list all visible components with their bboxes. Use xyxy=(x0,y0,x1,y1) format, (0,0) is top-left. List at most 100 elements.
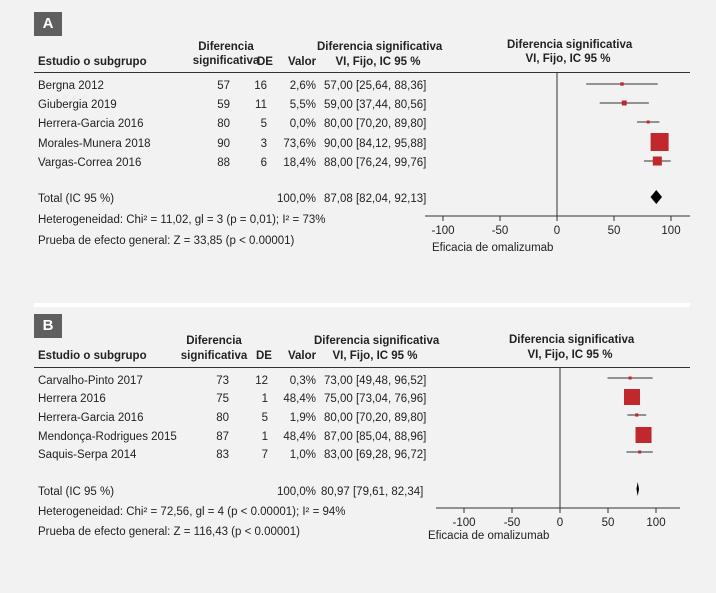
panel-b-label: B xyxy=(34,314,62,338)
panel-b-total-label: Total (IC 95 %) xyxy=(38,486,115,498)
study-ci: 59,00 [37,44, 80,56] xyxy=(324,99,427,111)
study-de: 1 xyxy=(261,393,268,405)
study-weight: 48,4% xyxy=(283,431,316,443)
study-de: 1 xyxy=(261,431,268,443)
panel-a-header-diff-1: Diferencia xyxy=(198,41,254,53)
study-weight: 48,4% xyxy=(283,393,316,405)
panel-b-header-ci-2: VI, Fijo, IC 95 % xyxy=(332,350,418,362)
study-marker xyxy=(620,82,624,86)
study-marker xyxy=(650,133,669,151)
panel-a-total-weight: 100,0% xyxy=(276,193,316,205)
panel-a-header-plot-1: Diferencia significativa xyxy=(507,39,633,51)
panel-a-header-valor: Valor xyxy=(288,56,317,68)
x-tick-label: -100 xyxy=(431,225,454,237)
study-ci: 88,00 [76,24, 99,76] xyxy=(324,157,427,169)
study-marker xyxy=(646,120,650,124)
study-de: 6 xyxy=(260,157,267,169)
panel-b-heterogeneity: Heterogeneidad: Chi² = 72,56, gl = 4 (p … xyxy=(38,506,346,518)
panel-b-header-study: Estudio o subgrupo xyxy=(38,350,147,362)
panel-a-label: A xyxy=(34,12,62,36)
study-marker xyxy=(635,413,639,417)
panel-b-header-valor: Valor xyxy=(288,350,317,362)
x-tick-label: -50 xyxy=(504,517,521,529)
study-mean: 59 xyxy=(217,99,230,111)
study-name: Vargas-Correa 2016 xyxy=(38,157,142,169)
panel-a-axis-label: Eficacia de omalizumab xyxy=(432,242,554,254)
study-name: Saquis-Serpa 2014 xyxy=(38,449,137,461)
panel-a-header-plot-2: VI, Fijo, IC 95 % xyxy=(525,53,611,65)
panel-b-header-plot-2: VI, Fijo, IC 95 % xyxy=(527,349,613,361)
panel-a-header-study: Estudio o subgrupo xyxy=(38,56,147,68)
study-name: Herrera-Garcia 2016 xyxy=(38,118,144,130)
study-mean: 80 xyxy=(216,412,229,424)
study-name: Carvalho-Pinto 2017 xyxy=(38,375,143,387)
x-tick-label: 100 xyxy=(661,225,680,237)
study-name: Morales-Munera 2018 xyxy=(38,138,151,150)
study-de: 3 xyxy=(260,138,267,150)
study-de: 11 xyxy=(255,99,267,111)
study-weight: 5,5% xyxy=(289,99,316,111)
panel-a-header-diff-2: significativa xyxy=(192,55,260,67)
study-marker xyxy=(624,389,640,405)
study-name: Herrera-Garcia 2016 xyxy=(38,412,144,424)
pooled-diamond xyxy=(650,190,663,204)
study-ci: 73,00 [49,48, 96,52] xyxy=(324,375,427,387)
study-mean: 88 xyxy=(217,157,230,169)
study-de: 7 xyxy=(261,449,268,461)
study-weight: 18,4% xyxy=(283,157,316,169)
panel-b-header-diff-1: Diferencia xyxy=(186,335,242,347)
x-tick-label: -100 xyxy=(452,517,475,529)
study-name: Herrera 2016 xyxy=(38,393,106,405)
study-weight: 0,0% xyxy=(289,118,316,130)
study-ci: 75,00 [73,04, 76,96] xyxy=(324,393,427,405)
panel-b-axis-label: Eficacia de omalizumab xyxy=(428,530,550,542)
study-de: 16 xyxy=(254,80,267,92)
panel-a-header-de: DE xyxy=(257,56,273,68)
study-ci: 83,00 [69,28, 96,72] xyxy=(324,449,427,461)
study-ci: 80,00 [70,20, 89,80] xyxy=(324,118,427,130)
x-tick-label: 0 xyxy=(554,225,560,237)
panel-b-total-ci: 80,97 [79,61, 82,34] xyxy=(321,486,424,498)
study-ci: 80,00 [70,20, 89,80] xyxy=(324,412,427,424)
study-marker xyxy=(628,376,632,380)
x-tick-label: 50 xyxy=(602,517,615,529)
x-tick-label: 0 xyxy=(557,517,563,529)
pooled-diamond xyxy=(636,482,640,496)
study-ci: 57,00 [25,64, 88,36] xyxy=(324,80,427,92)
study-de: 12 xyxy=(255,375,268,387)
study-marker xyxy=(635,427,652,443)
study-de: 5 xyxy=(260,118,267,130)
study-name: Bergna 2012 xyxy=(38,80,104,92)
panel-b-total-weight: 100,0% xyxy=(276,486,316,498)
study-mean: 87 xyxy=(216,431,229,443)
panel-a-heterogeneity: Heterogeneidad: Chi² = 11,02, gl = 3 (p … xyxy=(38,214,326,226)
panel-a-header-ci-1: Diferencia significativa xyxy=(317,41,443,53)
study-mean: 73 xyxy=(216,375,229,387)
study-name: Giubergia 2019 xyxy=(38,99,117,111)
panel-a-overall-test: Prueba de efecto general: Z = 33,85 (p <… xyxy=(38,235,295,247)
x-tick-label: -50 xyxy=(492,225,509,237)
study-weight: 1,0% xyxy=(289,449,316,461)
study-marker xyxy=(621,100,627,106)
x-tick-label: 50 xyxy=(608,225,621,237)
study-weight: 0,3% xyxy=(289,375,316,387)
study-mean: 83 xyxy=(216,449,229,461)
x-tick-label: 100 xyxy=(646,517,665,529)
study-weight: 73,6% xyxy=(283,138,316,150)
panel-b-overall-test: Prueba de efecto general: Z = 116,43 (p … xyxy=(38,526,300,538)
study-weight: 1,9% xyxy=(289,412,316,424)
panel-b-header-plot-1: Diferencia significativa xyxy=(509,334,635,346)
study-mean: 75 xyxy=(216,393,229,405)
panel-a-total-label: Total (IC 95 %) xyxy=(38,193,115,205)
study-mean: 90 xyxy=(217,138,230,150)
panel-divider xyxy=(34,303,690,307)
study-mean: 57 xyxy=(217,80,230,92)
study-ci: 87,00 [85,04, 88,96] xyxy=(324,431,427,443)
study-name: Mendonça-Rodrigues 2015 xyxy=(38,431,177,443)
study-marker xyxy=(652,156,662,166)
panel-a-total-ci: 87,08 [82,04, 92,13] xyxy=(324,193,427,205)
panel-b-header-de: DE xyxy=(256,350,272,362)
study-weight: 2,6% xyxy=(289,80,316,92)
panel-b-header-diff-2: significativa xyxy=(180,350,248,362)
